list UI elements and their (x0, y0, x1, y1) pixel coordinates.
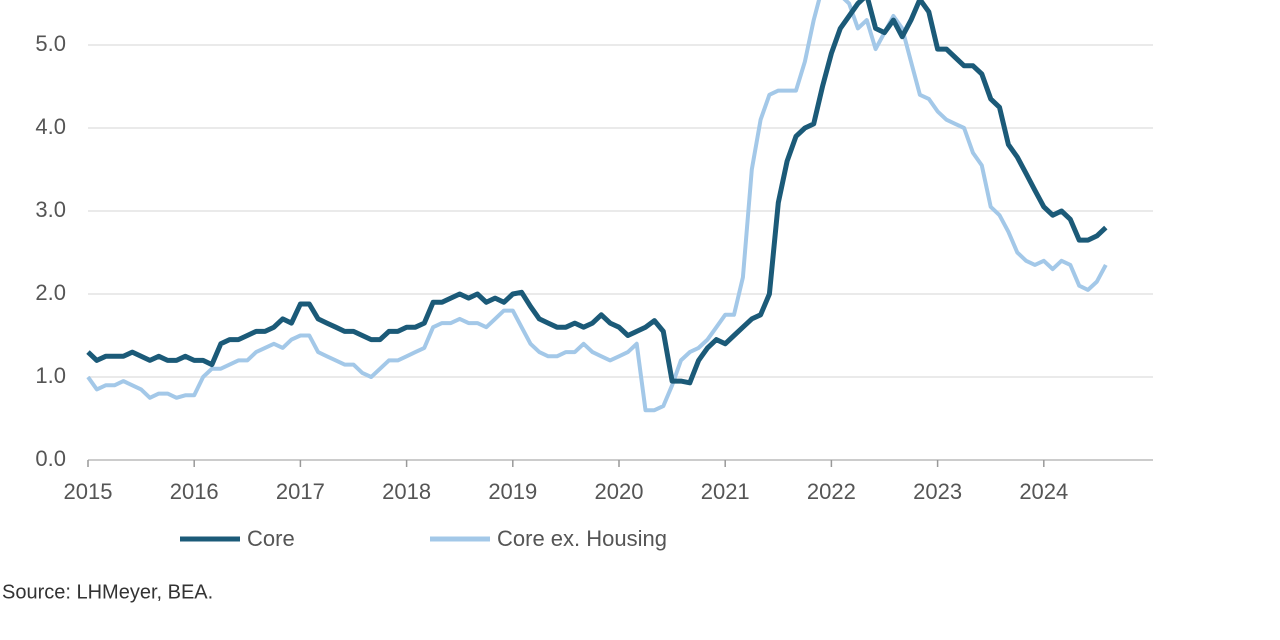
y-tick-label: 4.0 (35, 114, 66, 139)
series-line (86, 0, 1108, 413)
y-tick-label: 3.0 (35, 197, 66, 222)
y-tick-label: 1.0 (35, 363, 66, 388)
x-tick-label: 2024 (1019, 479, 1068, 504)
x-tick-label: 2019 (488, 479, 537, 504)
x-tick-label: 2018 (382, 479, 431, 504)
legend-label: Core (247, 526, 295, 551)
x-tick-label: 2021 (701, 479, 750, 504)
x-tick-label: 2016 (170, 479, 219, 504)
x-tick-label: 2020 (595, 479, 644, 504)
x-tick-label: 2023 (913, 479, 962, 504)
y-tick-label: 2.0 (35, 280, 66, 305)
series-line (86, 0, 1108, 386)
plot-area (86, 0, 1108, 413)
source-note: Source: LHMeyer, BEA. (2, 581, 213, 603)
legend-label: Core ex. Housing (497, 526, 667, 551)
x-tick-label: 2015 (64, 479, 113, 504)
x-tick-label: 2022 (807, 479, 856, 504)
grid (87, 44, 1153, 467)
x-tick-label: 2017 (276, 479, 325, 504)
y-tick-label: 0.0 (35, 446, 66, 471)
y-tick-label: 5.0 (35, 31, 66, 56)
